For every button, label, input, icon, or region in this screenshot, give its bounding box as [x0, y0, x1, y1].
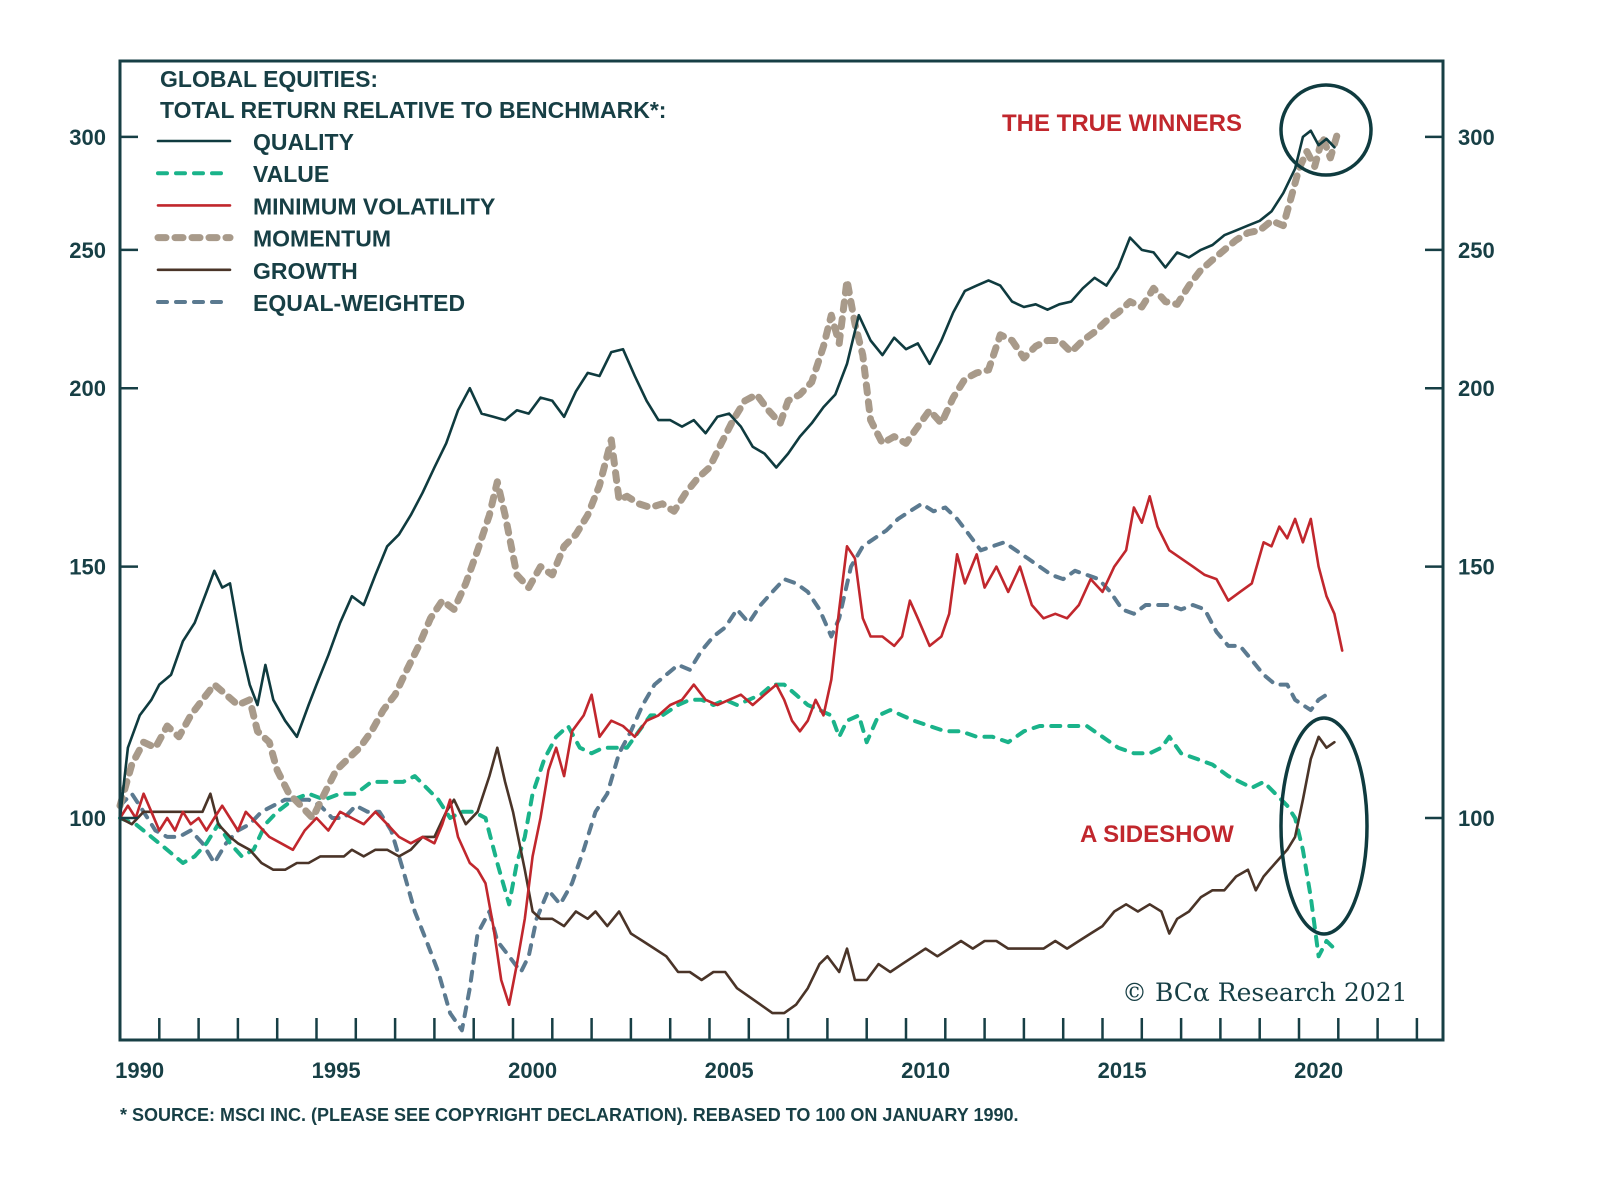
- y-tick-label-right: 250: [1458, 238, 1495, 263]
- y-tick-label-left: 150: [69, 555, 106, 580]
- chart-subtitle: TOTAL RETURN RELATIVE TO BENCHMARK*:: [160, 97, 666, 123]
- annotation-text-true-winners: THE TRUE WINNERS: [1002, 110, 1242, 137]
- x-axis-ticks: [158, 1018, 1419, 1040]
- plot-frame: [118, 59, 1445, 1042]
- copyright: © BCα Research 2021: [1122, 978, 1408, 1007]
- series-line-momentum: [116, 127, 1342, 822]
- legend-label: GROWTH: [253, 258, 358, 284]
- footnote: * SOURCE: MSCI INC. (PLEASE SEE COPYRIGH…: [120, 1105, 1019, 1125]
- y-tick-label-right: 300: [1458, 125, 1495, 150]
- annotation-true-winners: THE TRUE WINNERS: [1002, 83, 1373, 177]
- x-tick-label: 1990: [115, 1058, 164, 1083]
- y-axis-left-ticks: 100 150 200 250 300: [69, 125, 138, 831]
- legend-item-momentum: MOMENTUM: [154, 226, 391, 252]
- x-tick-label: 2010: [901, 1058, 950, 1083]
- legend-label: VALUE: [253, 161, 329, 187]
- series-line-minimum-volatility: [118, 495, 1344, 1006]
- y-tick-label-left: 200: [69, 376, 106, 401]
- series-layer: [116, 127, 1344, 1033]
- legend-item-growth: GROWTH: [156, 258, 358, 284]
- x-axis-labels: 1990 1995 2000 2005 2010 2015 2020: [115, 1058, 1343, 1083]
- y-tick-label-left: 250: [69, 238, 106, 263]
- y-tick-label-left: 300: [69, 125, 106, 150]
- annotation-ellipse-sideshow: [1279, 716, 1369, 936]
- x-tick-label: 2020: [1294, 1058, 1343, 1083]
- legend-label: MOMENTUM: [253, 226, 391, 252]
- legend-item-equal-weighted: EQUAL-WEIGHTED: [156, 290, 465, 316]
- legend-item-minimum-volatility: MINIMUM VOLATILITY: [156, 193, 495, 219]
- y-tick-label-right: 200: [1458, 376, 1495, 401]
- chart-title: GLOBAL EQUITIES:: [160, 66, 378, 92]
- legend-label: MINIMUM VOLATILITY: [253, 193, 495, 219]
- y-tick-label-right: 150: [1458, 555, 1495, 580]
- legend-label: EQUAL-WEIGHTED: [253, 290, 465, 316]
- x-tick-label: 2005: [705, 1058, 754, 1083]
- x-tick-label: 2015: [1098, 1058, 1147, 1083]
- x-tick-label: 1995: [312, 1058, 361, 1083]
- series-line-quality: [118, 129, 1336, 820]
- y-tick-label-left: 100: [69, 806, 106, 831]
- annotation-circle-winners: [1279, 83, 1373, 177]
- x-tick-label: 2000: [508, 1058, 557, 1083]
- annotation-sideshow: A SIDESHOW: [1080, 716, 1369, 936]
- y-axis-right-ticks: 100 150 200 250 300: [1425, 125, 1495, 831]
- series-line-growth: [118, 735, 1336, 1015]
- legend-item-value: VALUE: [156, 161, 329, 187]
- annotation-text-sideshow: A SIDESHOW: [1080, 821, 1234, 848]
- series-line-value: [118, 682, 1337, 959]
- legend: GLOBAL EQUITIES: TOTAL RETURN RELATIVE T…: [154, 66, 666, 316]
- legend-item-quality: QUALITY: [156, 129, 354, 155]
- series-line-equal-weighted: [118, 501, 1329, 1033]
- legend-label: QUALITY: [253, 129, 354, 155]
- y-tick-label-right: 100: [1458, 806, 1495, 831]
